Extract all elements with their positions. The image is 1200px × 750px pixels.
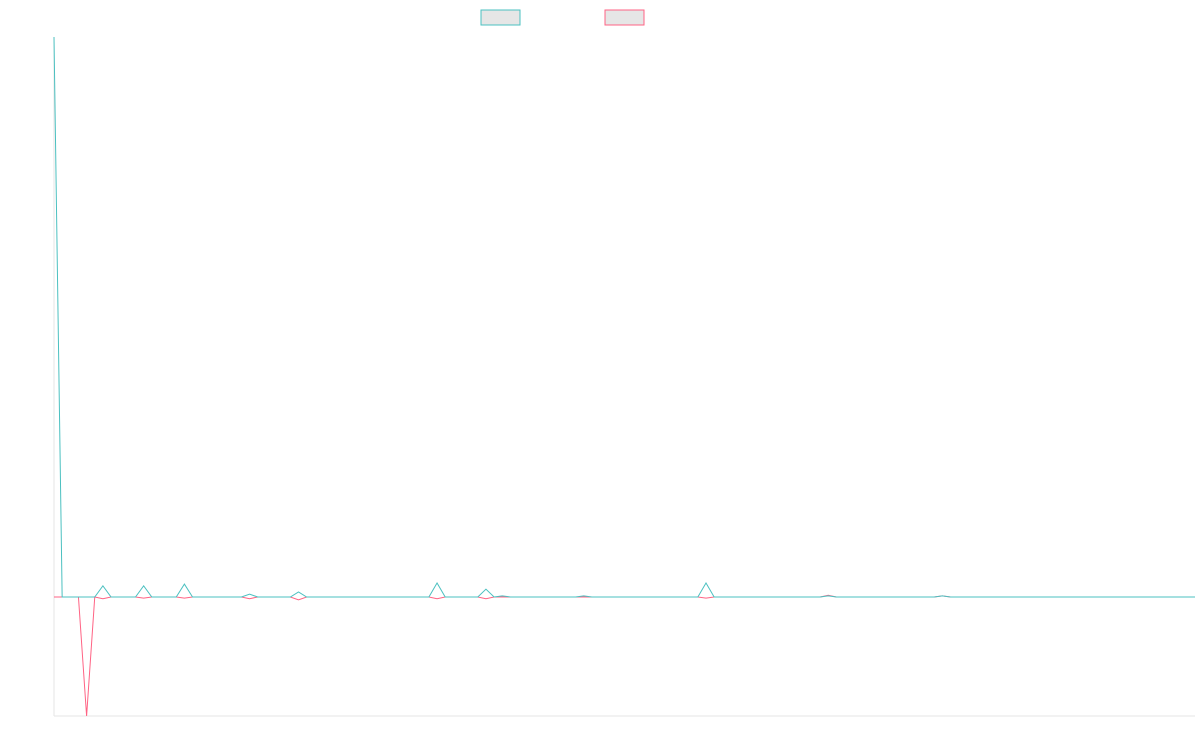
legend-swatch[interactable]: [480, 9, 521, 26]
legend-swatch[interactable]: [604, 9, 645, 26]
line-series: [53, 36, 1195, 598]
line-series: [54, 594, 1195, 717]
